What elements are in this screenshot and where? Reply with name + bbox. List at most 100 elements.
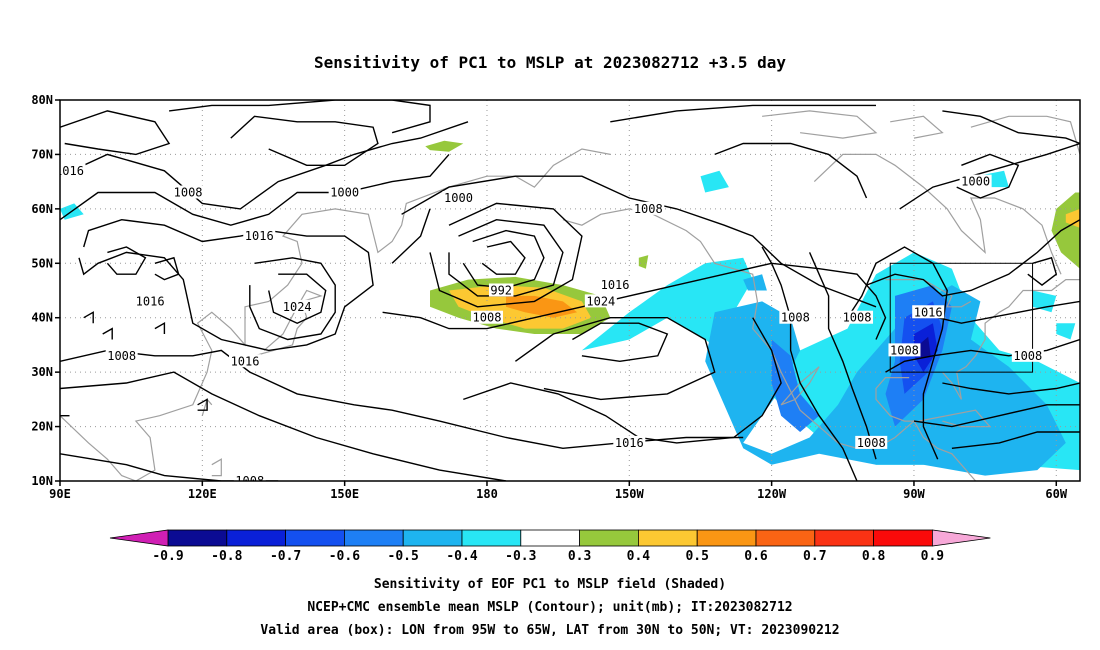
contour-label-bg: [172, 185, 205, 199]
isobar-contour: [448, 218, 564, 297]
coastline-segment: [60, 148, 611, 481]
x-tick-label: 150W: [615, 487, 645, 501]
sensitivity-region: [1065, 208, 1080, 228]
y-tick-label: 80N: [31, 93, 53, 107]
isobar-contour: [83, 311, 94, 324]
colorbar-tick-label: 0.8: [862, 549, 886, 564]
coastline-segment: [918, 409, 992, 428]
contour-labels: 1016 1008 1000 1000 1016 1016 1024 992 1008 1016 1…: [60, 163, 1044, 488]
contour-label: 1016: [231, 354, 260, 368]
x-tick-label: 150E: [330, 487, 359, 501]
y-tick-label: 60N: [31, 202, 53, 216]
colorbar-tick-label: -0.6: [329, 549, 360, 564]
isobar-contour: [154, 321, 166, 334]
contour-label-bg: [841, 310, 874, 324]
x-tick-label: 90E: [49, 487, 71, 501]
isobar-contour: [429, 202, 583, 308]
contour-label: 1000: [444, 191, 473, 205]
caption-line-1: Sensitivity of EOF PC1 to MSLP field (Sh…: [374, 577, 726, 592]
x-axis: 90E 120E 150E 180 150W 120W 90W 60W: [49, 481, 1068, 501]
colorbar: [109, 529, 991, 547]
colorbar-tick-label: -0.9: [152, 549, 183, 564]
contour-label-bg: [243, 229, 276, 243]
isobar-contour: [391, 208, 431, 264]
contour-label: 1016: [245, 229, 274, 243]
isobar-contour: [249, 257, 336, 341]
contour-label-bg: [613, 435, 646, 449]
isobar-contour: [866, 219, 1080, 297]
colorbar-swatch: [226, 529, 287, 547]
isobar-contour: [60, 153, 450, 226]
contour-label: 1008: [634, 202, 663, 216]
coastline-segment: [762, 110, 878, 139]
sensitivity-region: [1051, 192, 1080, 269]
y-tick-label: 50N: [31, 256, 53, 270]
isobar-contour: [60, 453, 279, 481]
colorbar-high-extension: [932, 529, 991, 547]
contour-label-bg: [281, 299, 314, 313]
colorbar-swatch: [638, 529, 698, 547]
isobar-contour: [951, 431, 1080, 449]
y-tick-label: 20N: [31, 420, 53, 434]
sensitivity-region: [425, 140, 464, 152]
isobar-contour: [942, 110, 1080, 145]
colorbar-tick-label: 0.5: [685, 549, 708, 564]
colorbar-tick-labels: -0.9 -0.8 -0.7 -0.6 -0.5 -0.4 -0.3 0.3 0.4 0.5 0.6…: [152, 549, 944, 564]
valid-area-rectangle: [889, 262, 1034, 373]
contour-label: 1024: [586, 294, 615, 308]
x-tick-label: 180: [476, 487, 498, 501]
colorbar-swatch: [285, 529, 345, 547]
contour-label-bg: [959, 174, 992, 188]
isobar-contour: [462, 229, 545, 289]
isobar-contour: [268, 273, 327, 324]
isobar-contour: [60, 110, 171, 156]
coastline-segment: [780, 366, 820, 406]
contour-label-bg: [888, 343, 921, 357]
contour-label-bg: [442, 190, 475, 204]
isobar-contour: [572, 322, 669, 363]
colorbar-tick-label: 0.7: [803, 549, 826, 564]
contour-label: 1008: [890, 343, 919, 357]
isobar-contour: [956, 153, 1020, 199]
colorbar-tick-label: -0.3: [505, 549, 536, 564]
contour-label: 1008: [235, 474, 264, 488]
isobar-contour: [761, 246, 858, 481]
contour-label-bg: [632, 201, 665, 215]
map-plot-area: 1016 1008 1000 1000 1016 1016 1024 992 1008 1016 1…: [60, 100, 1080, 488]
isobar-contour: [808, 252, 877, 460]
y-tick-label: 30N: [31, 365, 53, 379]
sensitivity-region: [918, 336, 931, 359]
isobar-contour: [899, 142, 1080, 210]
sensitivity-region: [743, 274, 767, 291]
isobar-contour: [481, 240, 526, 275]
y-tick-label: 40N: [31, 311, 53, 325]
y-tick-label: 10N: [31, 474, 53, 488]
isobar-contour: [610, 104, 876, 123]
isobar-contour: [913, 404, 1080, 428]
colorbar-swatch: [343, 529, 404, 547]
colorbar-swatch: [461, 529, 522, 547]
isobar-contour: [60, 371, 507, 481]
isobar-contour: [60, 121, 469, 210]
sensitivity-region: [771, 339, 820, 432]
colorbar-tick-label: -0.7: [270, 549, 301, 564]
isobar-contour: [382, 262, 887, 340]
contour-label-bg: [779, 310, 812, 324]
colorbar-tick-label: 0.6: [744, 549, 768, 564]
isobar-contour: [78, 218, 374, 352]
isobar-contour: [885, 338, 1080, 373]
coastline-segment: [890, 115, 944, 139]
x-tick-label: 60W: [1045, 487, 1067, 501]
sensitivity-region: [638, 255, 649, 269]
coastline-segment: [813, 153, 1062, 275]
isobar-contour: [463, 317, 782, 444]
y-tick-label: 70N: [31, 147, 53, 161]
isobar-contour: [1027, 256, 1058, 286]
colorbar-tick-label: -0.4: [446, 549, 477, 564]
contour-label: 1024: [283, 300, 312, 314]
chart-title: Sensitivity of PC1 to MSLP at 2023082712…: [314, 53, 786, 72]
contour-label: 1016: [601, 278, 630, 292]
colorbar-low-extension: [109, 529, 169, 547]
contour-label: 1008: [1013, 349, 1042, 363]
mslp-contours: [60, 100, 1080, 481]
